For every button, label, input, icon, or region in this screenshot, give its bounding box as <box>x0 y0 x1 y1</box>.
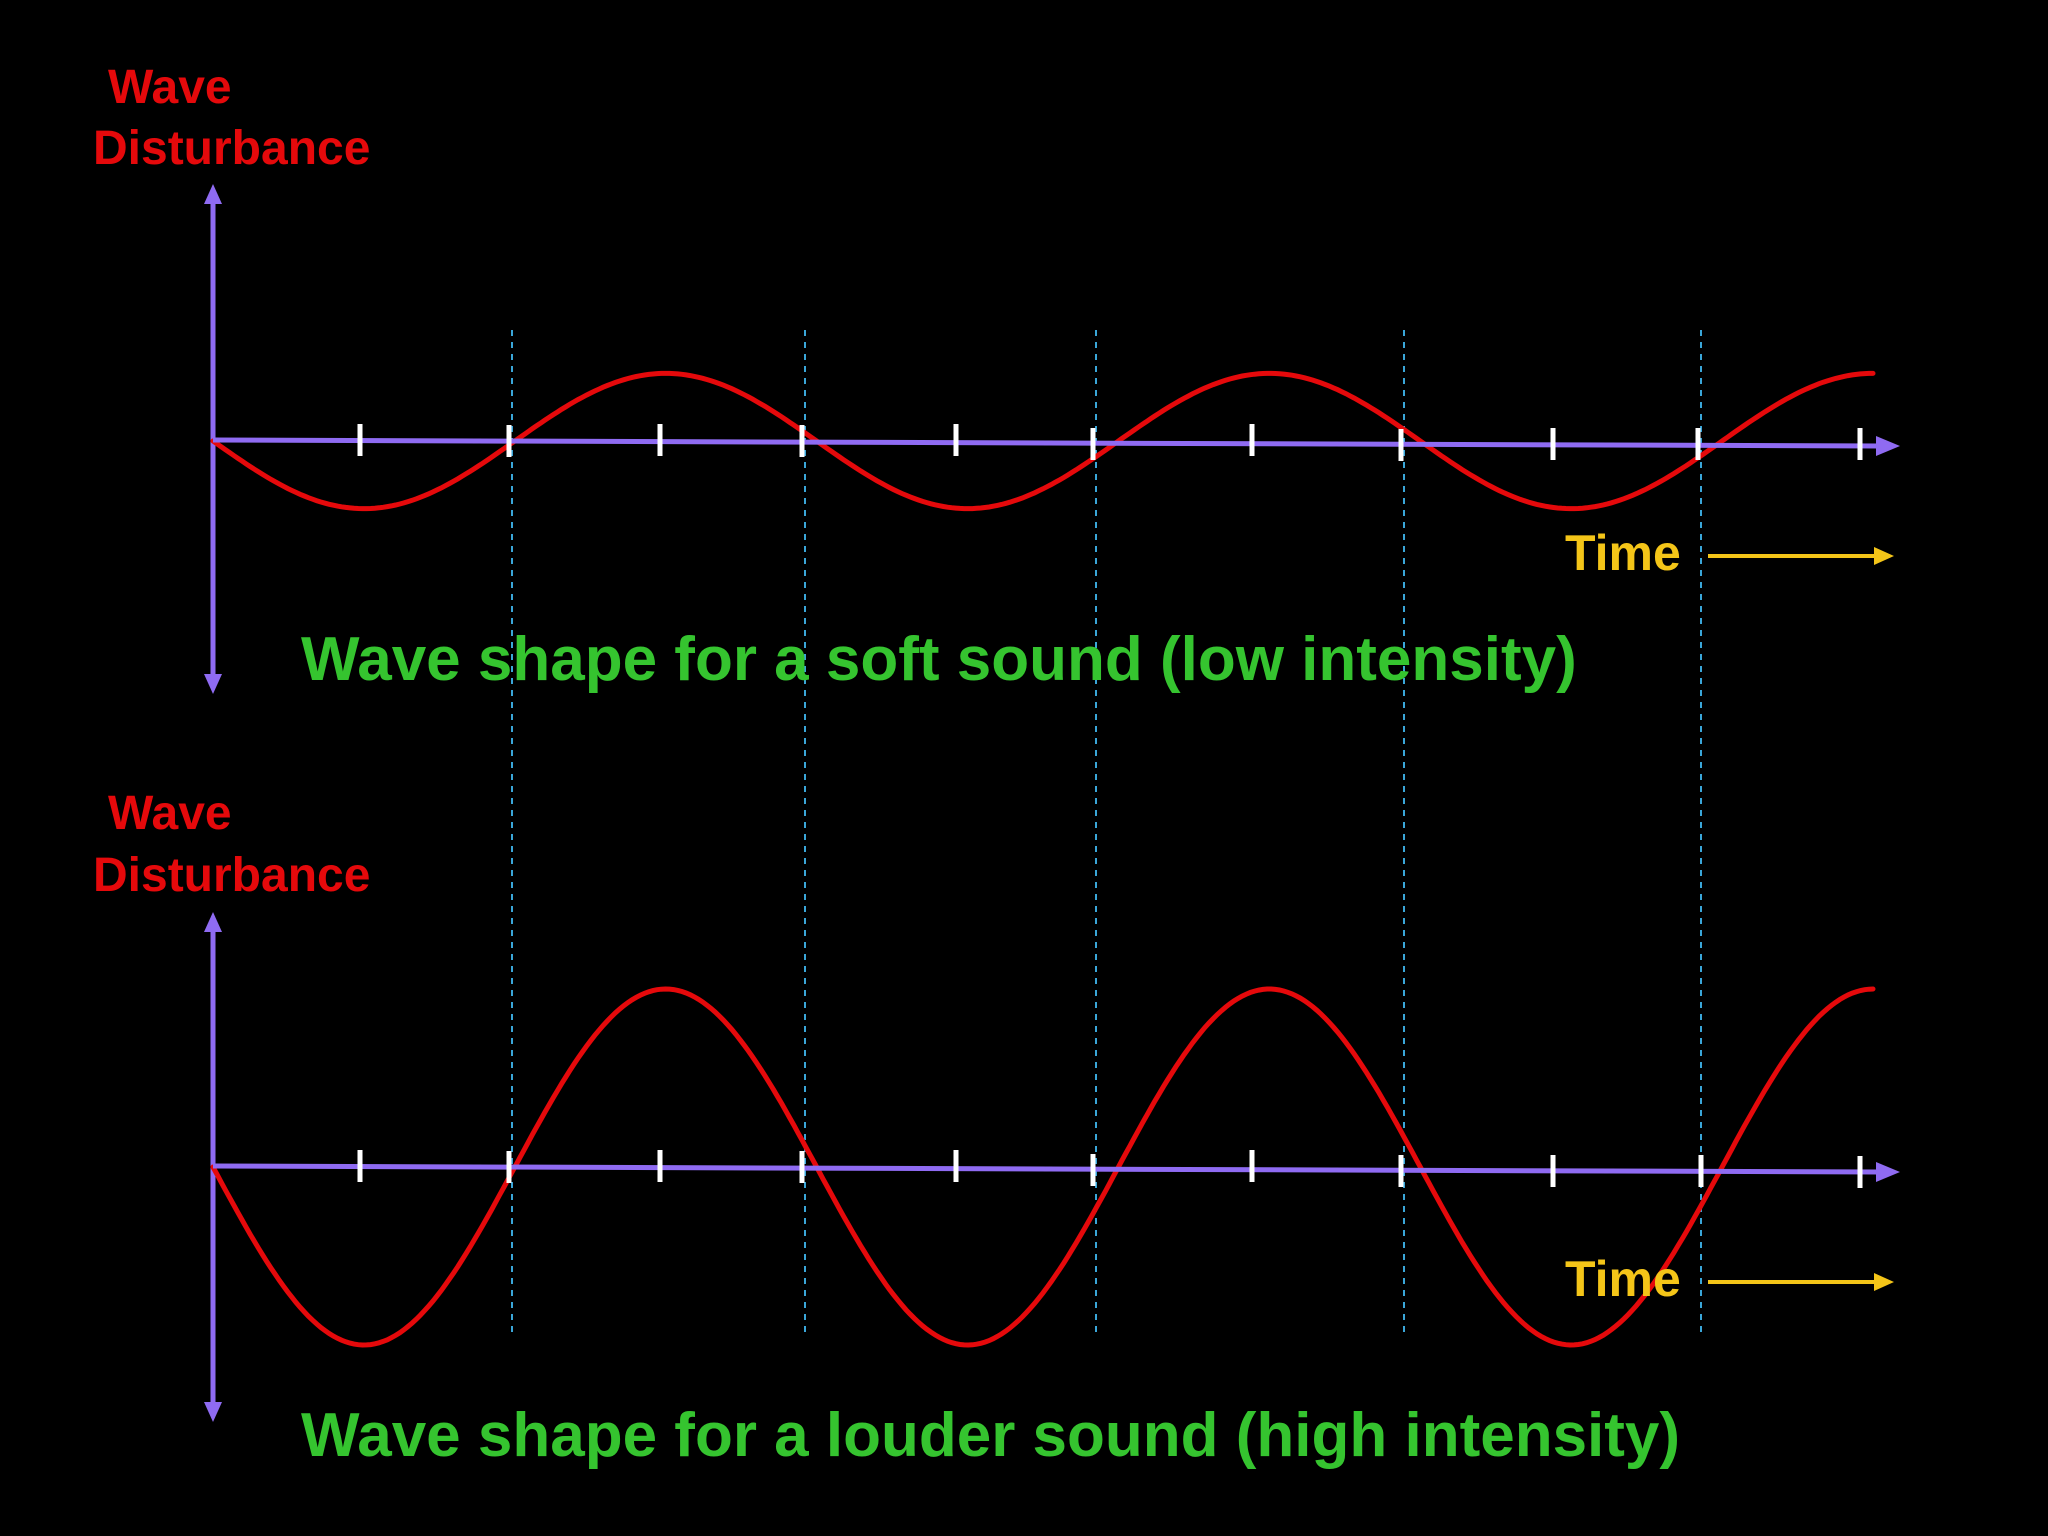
y-axis-label-line1: Wave <box>108 787 232 840</box>
time-label: Time <box>1565 1251 1681 1307</box>
panel-soft: Wave Disturbance <box>93 61 1900 694</box>
y-axis-label-line2: Disturbance <box>93 122 370 175</box>
time-arrow-icon <box>1708 547 1894 565</box>
x-axis-ticks <box>357 1150 1863 1188</box>
soft-wave <box>210 370 1876 512</box>
x-axis-arrow-icon <box>212 1162 1900 1182</box>
x-axis-ticks <box>357 424 1863 461</box>
y-axis-label-line2: Disturbance <box>93 849 370 902</box>
caption-soft: Wave shape for a soft sound (low intensi… <box>301 625 1577 694</box>
panel-loud: Wave Disturbance Time <box>93 787 1900 1470</box>
y-axis-label-line1: Wave <box>108 61 232 114</box>
x-axis-arrow-icon <box>212 436 1900 456</box>
caption-loud: Wave shape for a louder sound (high inte… <box>301 1401 1680 1470</box>
time-arrow-icon <box>1708 1273 1894 1291</box>
time-label: Time <box>1565 525 1681 581</box>
loud-wave <box>210 986 1876 1348</box>
